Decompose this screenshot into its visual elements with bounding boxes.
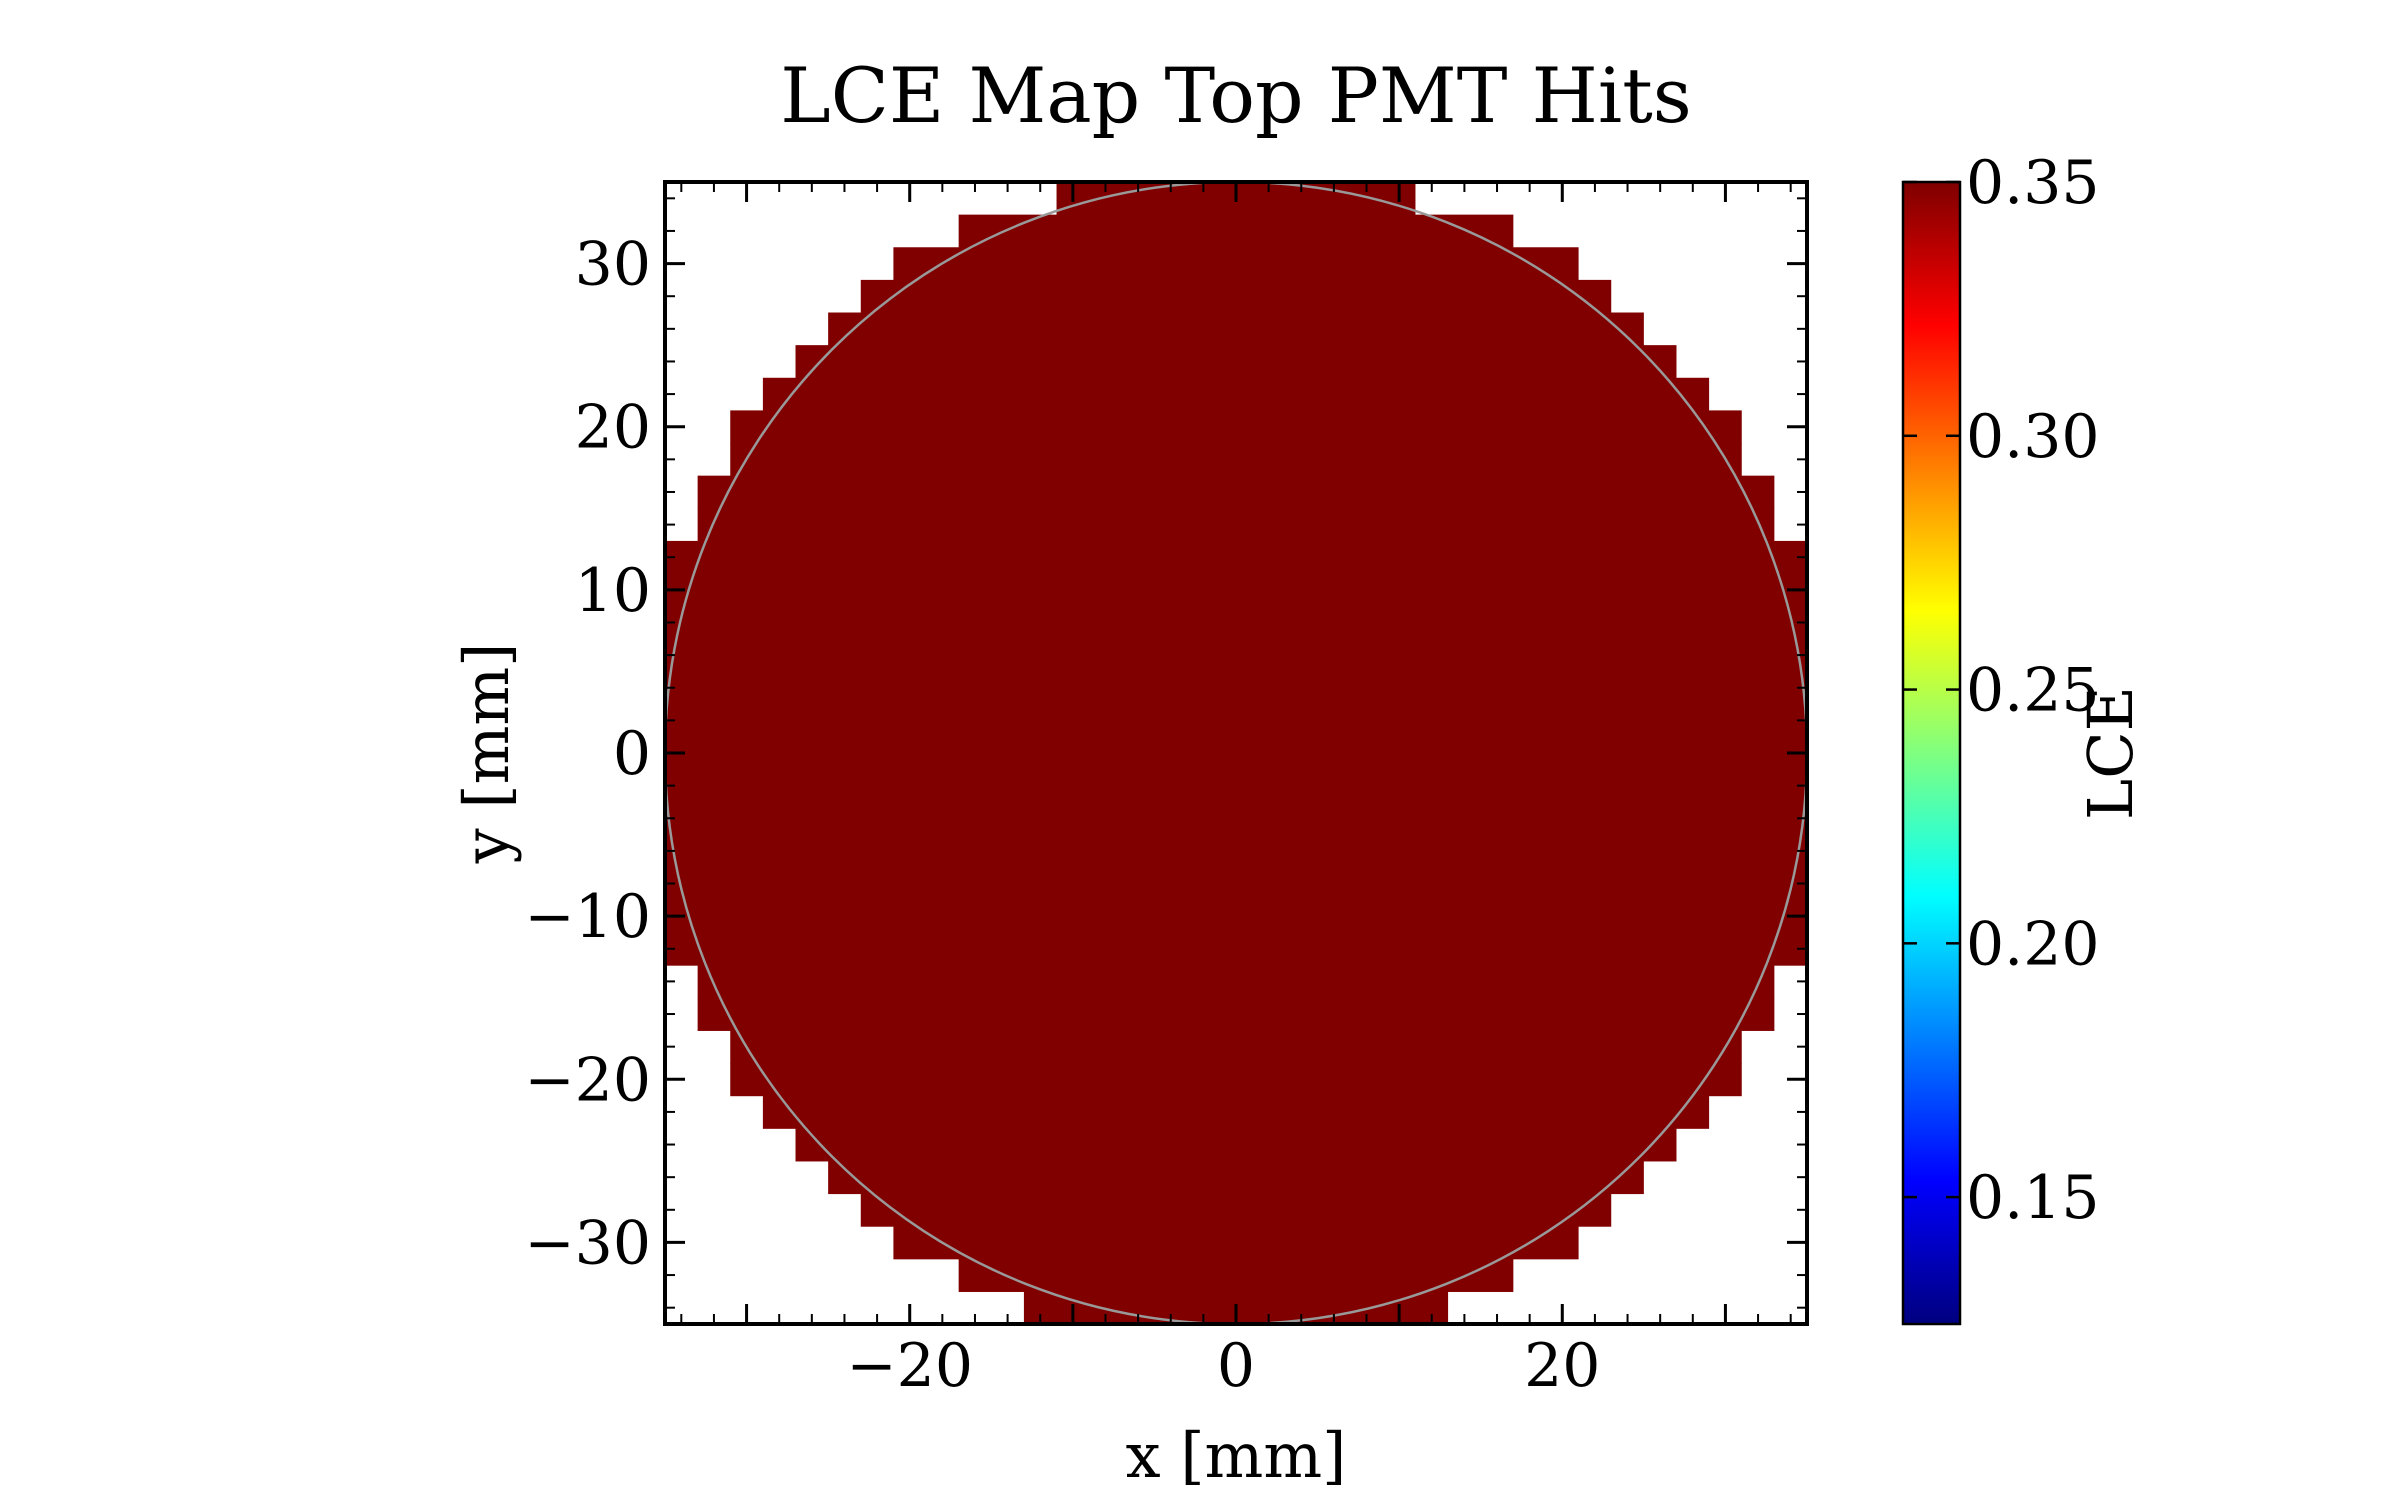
heatmap-bin-row: [762, 377, 1710, 411]
colorbar-tick-label: 0.30: [1966, 402, 2100, 472]
x-tick-label: 20: [1524, 1331, 1600, 1401]
plot-frame: [663, 180, 1809, 1326]
heatmap-bins: [665, 182, 1807, 1324]
heatmap-bin-row: [795, 345, 1677, 379]
heatmap-bin-row: [860, 279, 1612, 314]
x-tick-label: −20: [846, 1331, 973, 1401]
heatmap-bin-row: [697, 475, 1775, 509]
heatmap-bin-row: [860, 1193, 1612, 1227]
y-tick-label: −10: [524, 882, 651, 952]
heatmap-bin-row: [958, 1258, 1514, 1292]
heatmap-bin-row: [697, 965, 1775, 999]
y-tick-label: −20: [524, 1045, 651, 1115]
y-tick-label: 30: [575, 230, 651, 300]
colorbar-tick-label: 0.15: [1966, 1163, 2100, 1233]
y-tick-label: 0: [613, 719, 651, 789]
colorbar-tick-label: 0.20: [1966, 909, 2100, 979]
y-tick-label: 10: [575, 556, 651, 626]
heatmap-bin-row: [762, 1095, 1710, 1129]
y-tick-labels: −30 −20 −10 0 10 20 30: [524, 230, 651, 1279]
heatmap-bin-row: [665, 540, 1807, 966]
chart-title: LCE Map Top PMT Hits: [780, 51, 1691, 140]
y-axis-label: y [mm]: [450, 643, 523, 865]
colorbar-tick-label: 0.25: [1966, 656, 2100, 726]
heatmap-bin-row: [730, 1062, 1742, 1097]
heatmap-bin-row: [795, 1128, 1677, 1162]
colorbar-frame: [1901, 180, 1962, 1326]
heatmap-bin-row: [958, 214, 1514, 248]
heatmap-bin-row: [697, 508, 1775, 542]
colorbar: [1903, 182, 1960, 1324]
y-tick-label: 20: [575, 393, 651, 463]
colorbar-tick-label: 0.35: [1966, 148, 2100, 218]
heatmap-bin-row: [828, 1160, 1644, 1195]
colorbar-ticks: 0.15 0.20 0.25 0.30 0.35: [1903, 148, 2100, 1233]
y-tick-label: −30: [524, 1208, 651, 1278]
heatmap-bin-row: [730, 1030, 1742, 1064]
heatmap-bin-row: [730, 443, 1742, 477]
x-tick-labels: −20 0 20: [846, 1331, 1600, 1401]
heatmap-bin-row: [893, 1226, 1579, 1260]
heatmap-bin-row: [828, 312, 1644, 346]
colorbar-label: LCE: [2074, 686, 2147, 820]
heatmap-bin-row: [893, 247, 1579, 281]
x-axis-label: x [mm]: [1126, 1419, 1347, 1492]
heatmap-bin-row: [697, 997, 1775, 1031]
x-tick-label: 0: [1217, 1331, 1255, 1401]
heatmap-bin-row: [730, 410, 1742, 444]
